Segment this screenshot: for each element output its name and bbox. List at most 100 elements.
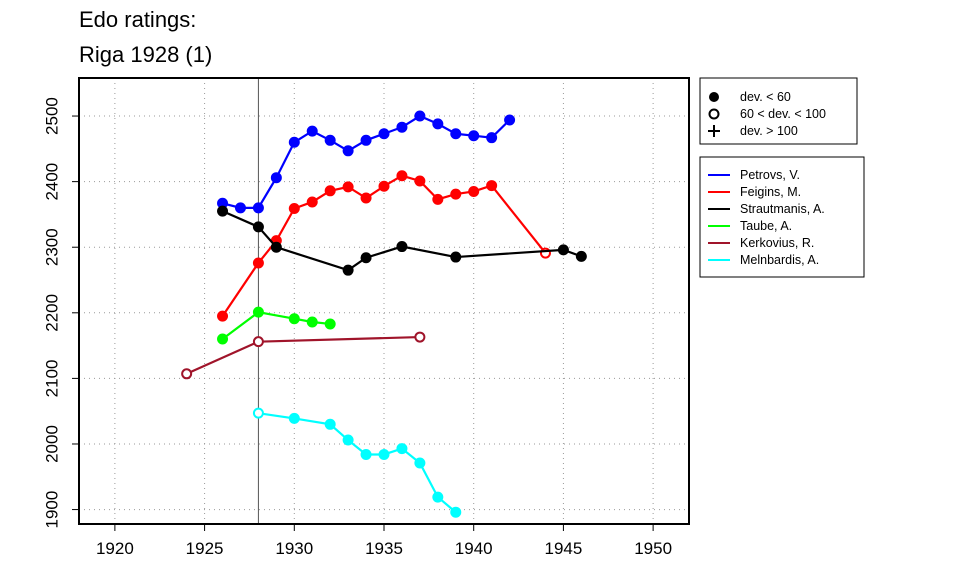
data-point [396,443,408,455]
data-point [450,506,462,518]
series-legend-label: Melnbardis, A. [740,253,819,267]
data-point [217,205,229,217]
series-melnbardis-a [252,407,462,518]
data-point [288,313,300,325]
data-point [324,134,336,146]
data-point [270,241,282,253]
y-tick-label: 2500 [43,97,62,135]
data-point [378,128,390,140]
data-point [468,185,480,197]
data-point [342,145,354,157]
data-point [486,132,498,144]
data-point [575,250,587,262]
series-legend: Petrovs, V. Feigins, M. Strautmanis, A. Tau… [699,156,865,278]
data-point [306,196,318,208]
data-point [432,491,444,503]
y-tick-label: 1900 [43,491,62,529]
data-point [217,310,229,322]
series-feigins-m [217,170,551,322]
data-point [342,181,354,193]
data-point [360,134,372,146]
x-tick-label: 1920 [96,539,134,558]
series-legend-box [699,156,865,278]
data-point [252,202,264,214]
deviation-legend-label: 60 < dev. < 100 [740,107,826,121]
series-legend-label: Strautmanis, A. [740,202,825,216]
data-point [324,318,336,330]
data-point [378,448,390,460]
deviation-legend-box [699,77,858,145]
data-point [342,264,354,276]
y-tick-label: 2000 [43,425,62,463]
data-point [450,251,462,263]
series-legend-label: Kerkovius, R. [740,236,814,250]
axes: 1920 1925 1930 1935 1940 1945 1950 1900 2000 2100… [43,97,673,558]
data-point [414,331,426,343]
series-strautmanis-a [217,205,587,276]
deviation-legend-label: dev. < 60 [740,90,791,104]
data-point [450,188,462,200]
data-point [234,202,246,214]
data-point [432,118,444,130]
data-point [360,192,372,204]
data-point [504,114,516,126]
data-point [252,336,264,348]
data-point [288,203,300,215]
chart-title-line-1: Edo ratings: [79,7,196,32]
y-tick-label: 2300 [43,228,62,266]
series-legend-label: Taube, A. [740,219,792,233]
data-point [414,175,426,187]
data-point [414,457,426,469]
data-point [396,170,408,182]
deviation-legend-label: dev. > 100 [740,124,798,138]
data-point [181,368,193,380]
legend-open-circle-icon [708,108,720,120]
data-point [414,110,426,122]
data-point [270,172,282,184]
x-tick-label: 1945 [544,539,582,558]
chart-title-line-2: Riga 1928 (1) [79,42,212,67]
series-kerkovius-r [181,331,426,380]
data-point [252,221,264,233]
series-taube-a [217,306,336,345]
x-tick-label: 1940 [455,539,493,558]
series-legend-label: Petrovs, V. [740,168,800,182]
deviation-legend: dev. < 60 60 < dev. < 100 dev. > 100 [699,77,858,145]
data-point [306,316,318,328]
series-line [258,412,457,514]
data-point [288,412,300,424]
series-line [221,174,547,317]
data-point [396,121,408,133]
y-tick-label: 2400 [43,163,62,201]
x-tick-label: 1935 [365,539,403,558]
series-petrovs-v [217,110,516,214]
data-point [557,244,569,256]
legend-plus-icon [708,125,720,137]
data-point [360,252,372,264]
data-point [342,434,354,446]
data-point [468,130,480,142]
data-point [217,333,229,345]
data-point [288,136,300,148]
y-tick-label: 2200 [43,294,62,332]
data-point [252,306,264,318]
data-point [324,418,336,430]
legend-filled-circle-icon [709,92,719,102]
data-point [252,257,264,269]
x-tick-label: 1930 [275,539,313,558]
data-point [396,241,408,253]
x-tick-label: 1925 [186,539,224,558]
data-point [450,128,462,140]
y-tick-label: 2100 [43,359,62,397]
data-point [486,180,498,192]
series-layer [181,110,587,518]
x-tick-label: 1950 [634,539,672,558]
data-point [324,185,336,197]
data-point [252,407,264,419]
data-point [360,448,372,460]
series-legend-label: Feigins, M. [740,185,801,199]
data-point [306,125,318,137]
data-point [378,180,390,192]
data-point [432,193,444,205]
